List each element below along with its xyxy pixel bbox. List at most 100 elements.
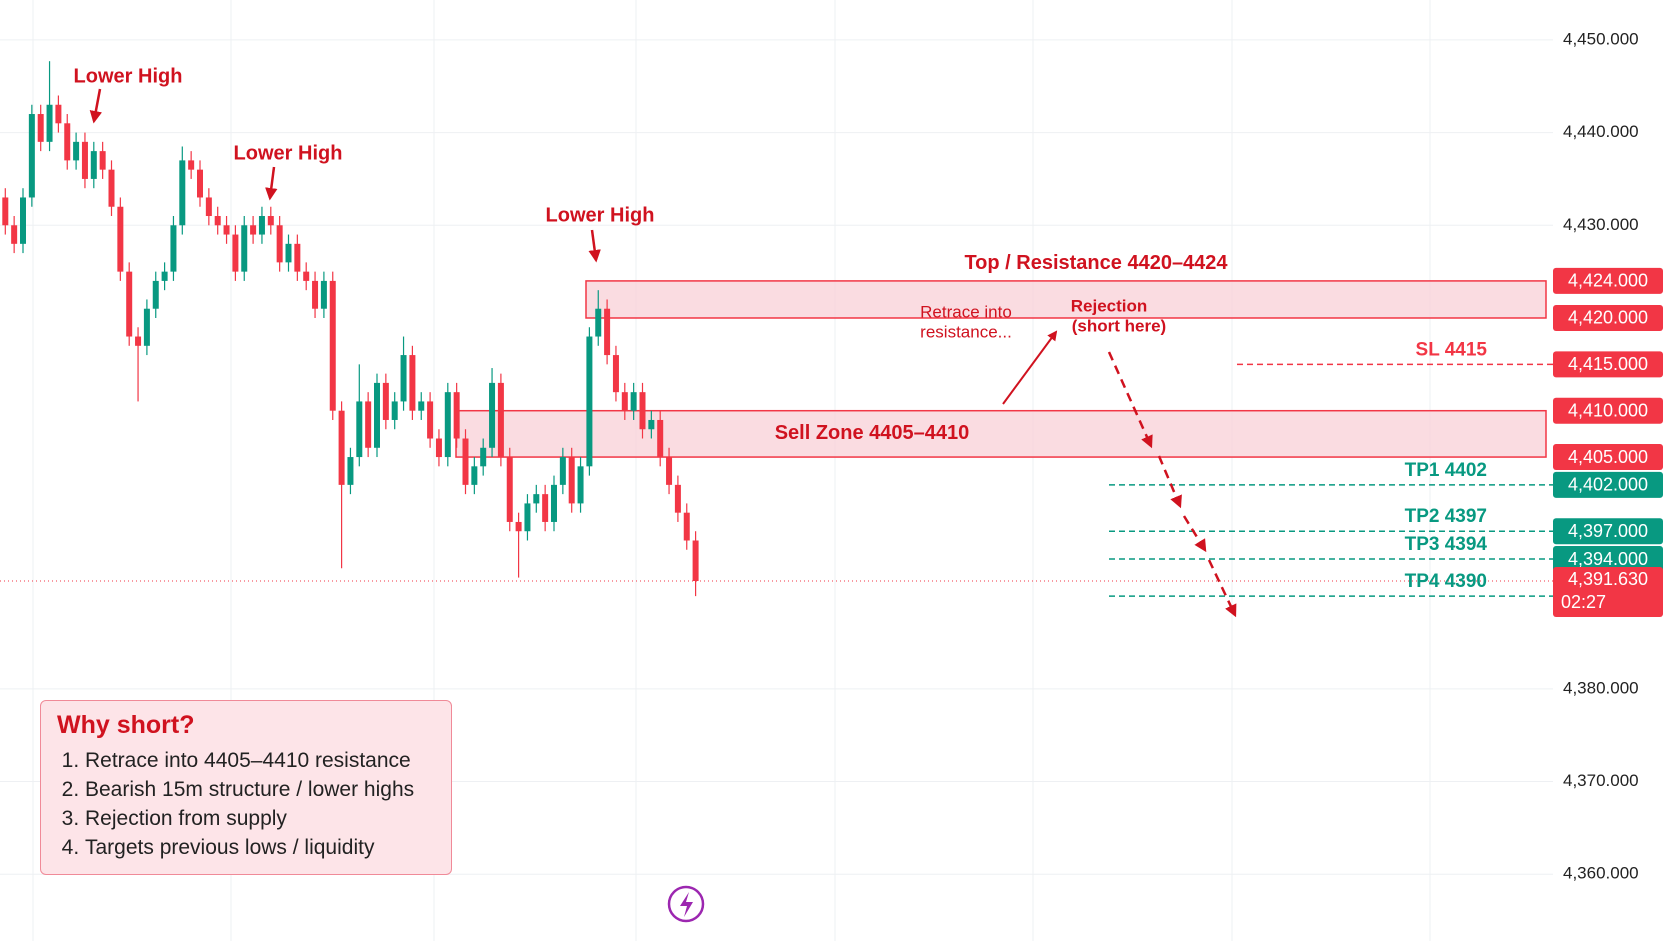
candle-body xyxy=(117,206,124,272)
price-tag xyxy=(1553,304,1663,331)
price-tag xyxy=(1553,397,1663,424)
candle-body xyxy=(276,225,283,263)
candle-body xyxy=(559,457,566,485)
vertical-grid xyxy=(32,0,1431,941)
y-tick-label: 4,360.000 xyxy=(1563,864,1639,883)
last-price-tag xyxy=(1553,567,1663,618)
candle-body xyxy=(400,355,407,402)
price-tag-label: 4,397.000 xyxy=(1568,521,1648,541)
arrow xyxy=(89,88,102,124)
candle-body xyxy=(197,169,203,198)
candle-body xyxy=(524,503,531,532)
price-tag-label: 4,402.000 xyxy=(1568,475,1648,495)
candle-body xyxy=(232,234,239,272)
zone-label: Top / Resistance 4420–4424 xyxy=(964,252,1228,274)
candle-body xyxy=(612,355,619,393)
candle-body xyxy=(409,355,416,411)
last-price-label: 4,391.630 xyxy=(1568,569,1648,589)
info-item: Retrace into 4405–4410 resistance xyxy=(85,746,435,775)
candle-body xyxy=(205,197,212,217)
candle-body xyxy=(444,392,451,458)
y-tick-label: 4,430.000 xyxy=(1563,215,1639,234)
zone-label: Sell Zone 4405–4410 xyxy=(775,422,970,444)
candle-body xyxy=(90,151,97,179)
candle-body xyxy=(152,280,159,309)
candle-body xyxy=(258,216,265,235)
candle-body xyxy=(55,104,62,124)
info-title: Why short? xyxy=(57,711,195,739)
candle-body xyxy=(533,494,540,504)
candle-body xyxy=(453,392,460,439)
candle-body xyxy=(108,169,115,207)
candle-body xyxy=(471,466,478,485)
candle-body xyxy=(267,216,274,226)
candle-body xyxy=(294,243,301,272)
info-list: Retrace into 4405–4410 resistanceBearish… xyxy=(57,746,435,862)
price-tag xyxy=(1553,518,1663,545)
arrow xyxy=(1002,330,1058,405)
candle-body xyxy=(347,457,354,485)
price-tag-label: 4,405.000 xyxy=(1568,447,1648,467)
candle-body xyxy=(435,438,442,458)
price-tag-label: 4,394.000 xyxy=(1568,549,1648,569)
lightning-button[interactable] xyxy=(667,885,705,923)
candle-body xyxy=(418,401,425,411)
candle-body xyxy=(666,457,673,485)
info-box: Why short? Retrace into 4405–4410 resist… xyxy=(40,700,452,875)
candle-body xyxy=(462,438,469,485)
info-item: Bearish 15m structure / lower highs xyxy=(85,775,435,804)
candle-body xyxy=(630,392,637,411)
annotation: Retrace into xyxy=(920,302,1012,321)
candle-body xyxy=(568,457,575,504)
candle-body xyxy=(648,419,655,430)
candle-body xyxy=(604,308,611,356)
y-tick-label: 4,440.000 xyxy=(1563,122,1639,141)
arrow xyxy=(265,166,278,201)
price-tag-label: 4,424.000 xyxy=(1568,271,1648,291)
level-label: TP4 4390 xyxy=(1405,571,1487,592)
arrow xyxy=(588,229,601,263)
candle-body xyxy=(11,225,18,244)
candle-body xyxy=(223,225,230,235)
candle-body xyxy=(497,382,504,458)
candle-body xyxy=(28,114,35,198)
candle-body xyxy=(285,243,292,263)
annotation: (short here) xyxy=(1072,316,1166,335)
annotation: Lower High xyxy=(74,65,183,87)
candle-body xyxy=(135,336,142,346)
candle-body xyxy=(692,540,699,582)
candle-body xyxy=(374,382,380,448)
candle-body xyxy=(480,447,487,467)
level-label: TP1 4402 xyxy=(1405,460,1487,481)
candle-body xyxy=(250,225,257,235)
annotation: resistance... xyxy=(920,322,1012,341)
y-tick-label: 4,370.000 xyxy=(1563,771,1639,790)
candle-body xyxy=(674,484,681,513)
candle-body xyxy=(515,521,522,532)
annotation: Lower High xyxy=(234,142,343,164)
candle-body xyxy=(577,466,584,504)
level-label: TP2 4397 xyxy=(1405,506,1487,527)
candle-body xyxy=(161,271,168,281)
candle-body xyxy=(427,401,434,439)
candle-body xyxy=(2,197,9,226)
candle-body xyxy=(489,382,496,448)
candle-body xyxy=(99,151,106,170)
candle-body xyxy=(365,401,372,448)
zone xyxy=(455,409,1547,458)
zone xyxy=(585,280,1547,319)
candle-body xyxy=(46,104,53,142)
candle-body xyxy=(179,160,186,226)
y-tick-label: 4,450.000 xyxy=(1563,29,1639,48)
candle-body xyxy=(338,410,345,485)
price-tag xyxy=(1553,444,1663,471)
candle-body xyxy=(391,401,398,420)
candle-body xyxy=(20,197,26,244)
candle-body xyxy=(214,216,221,226)
price-tag xyxy=(1553,351,1663,378)
price-tag xyxy=(1553,267,1663,294)
candle-body xyxy=(621,392,628,411)
info-item: Targets previous lows / liquidity xyxy=(85,833,435,862)
